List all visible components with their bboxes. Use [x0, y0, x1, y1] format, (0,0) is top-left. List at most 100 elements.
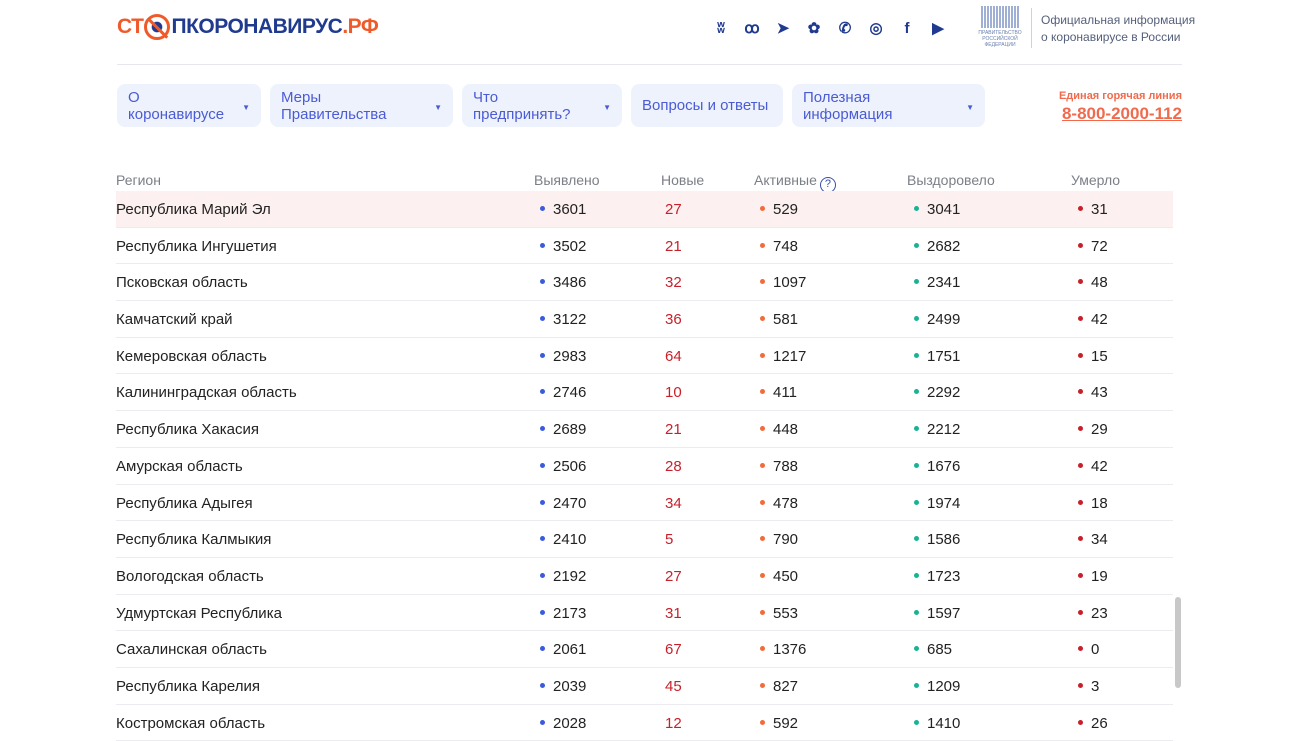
virus-icon	[144, 14, 171, 40]
cell-recovered: 1723	[914, 568, 960, 585]
nav-item-1[interactable]: Меры Правительства ▼	[270, 84, 453, 127]
odnoklassniki-icon[interactable]: ꝏ	[744, 20, 760, 37]
cell-new: 5	[665, 531, 674, 549]
cell-region: Удмуртская Республика	[116, 604, 282, 622]
cell-detected: 2192	[540, 568, 586, 585]
cell-new: 27	[665, 567, 682, 585]
cell-died: 23	[1078, 605, 1108, 622]
table-row[interactable]: Республика Хакасия 2689 21 448 2212 29	[116, 411, 1173, 448]
nav-label: Вопросы и ответы	[642, 97, 769, 114]
cell-region: Кемеровская область	[116, 347, 267, 365]
cell-region: Республика Калмыкия	[116, 531, 272, 549]
telegram-icon[interactable]: ➤	[776, 20, 790, 37]
cell-active: 1217	[760, 348, 806, 365]
cell-new: 31	[665, 604, 682, 622]
youtube-icon[interactable]: ▶	[932, 20, 944, 37]
scrollbar[interactable]	[1175, 597, 1181, 688]
site-logo[interactable]: СТ ПКОРОНАВИРУС .РФ	[117, 14, 379, 40]
official-info-text: Официальная информация о коронавирусе в Р…	[1041, 13, 1196, 44]
government-emblem: ПРАВИТЕЛЬСТВО РОССИЙСКОЙ ФЕДЕРАЦИИ	[975, 6, 1025, 50]
cell-detected: 3486	[540, 274, 586, 291]
cell-detected: 2506	[540, 458, 586, 475]
column-header-new[interactable]: Новые	[661, 172, 705, 188]
table-row[interactable]: Кемеровская область 2983 64 1217 1751 15	[116, 338, 1173, 375]
cell-detected: 2039	[540, 678, 586, 695]
nav-item-3[interactable]: Вопросы и ответы	[631, 84, 783, 127]
cell-new: 12	[665, 714, 682, 732]
cell-recovered: 2682	[914, 238, 960, 255]
column-header-detected[interactable]: Выявлено	[534, 172, 600, 188]
cell-detected: 2173	[540, 605, 586, 622]
cell-detected: 2746	[540, 384, 586, 401]
nav-label: О коронавирусе	[128, 88, 225, 123]
nav-item-0[interactable]: О коронавирусе ▼	[117, 84, 261, 127]
instagram-icon[interactable]: ◎	[869, 20, 883, 37]
cell-active: 411	[760, 384, 797, 401]
cell-region: Костромская область	[116, 714, 266, 732]
viber-icon[interactable]: ✆	[838, 20, 852, 37]
cell-detected: 2689	[540, 421, 586, 438]
nav-item-2[interactable]: Что предпринять? ▼	[462, 84, 622, 127]
cell-region: Республика Ингушетия	[116, 237, 277, 255]
cell-died: 29	[1078, 421, 1108, 438]
cell-died: 42	[1078, 311, 1108, 328]
table-row[interactable]: Республика Адыгея 2470 34 478 1974 18	[116, 485, 1173, 522]
nav-label: Меры Правительства	[281, 88, 387, 123]
caret-down-icon: ▼	[434, 102, 442, 112]
cell-detected: 2061	[540, 641, 586, 658]
table-row[interactable]: Удмуртская Республика 2173 31 553 1597 23	[116, 595, 1173, 632]
cell-recovered: 3041	[914, 201, 960, 218]
column-header-region[interactable]: Регион	[116, 172, 161, 188]
yandex-zen-icon[interactable]: ✿	[807, 20, 821, 37]
column-header-recovered[interactable]: Выздоровело	[907, 172, 995, 188]
cell-died: 31	[1078, 201, 1108, 218]
cell-region: Псковская область	[116, 274, 248, 292]
cell-region: Калининградская область	[116, 384, 297, 402]
cell-recovered: 2292	[914, 384, 960, 401]
table-row[interactable]: Сахалинская область 2061 67 1376 685 0	[116, 631, 1173, 668]
header-divider	[117, 64, 1182, 65]
cell-died: 0	[1078, 641, 1099, 658]
vk-icon[interactable]: ʬ	[716, 19, 725, 37]
cell-region: Камчатский край	[116, 311, 233, 329]
table-row[interactable]: Костромская область 2028 12 592 1410 26	[116, 705, 1173, 741]
cell-region: Сахалинская область	[116, 641, 267, 659]
caret-down-icon: ▼	[242, 102, 250, 112]
cell-recovered: 2341	[914, 274, 960, 291]
table-row[interactable]: Республика Карелия 2039 45 827 1209 3	[116, 668, 1173, 705]
cell-new: 34	[665, 494, 682, 512]
nav-label: Полезная информация	[803, 88, 893, 123]
column-header-died[interactable]: Умерло	[1071, 172, 1121, 188]
cell-died: 3	[1078, 678, 1099, 695]
cell-died: 18	[1078, 495, 1108, 512]
table-row[interactable]: Вологодская область 2192 27 450 1723 19	[116, 558, 1173, 595]
nav-item-4[interactable]: Полезная информация ▼	[792, 84, 985, 127]
table-row[interactable]: Амурская область 2506 28 788 1676 42	[116, 448, 1173, 485]
cell-recovered: 1209	[914, 678, 960, 695]
cell-active: 448	[760, 421, 798, 438]
cell-active: 827	[760, 678, 798, 695]
table-row[interactable]: Республика Калмыкия 2410 5 790 1586 34	[116, 521, 1173, 558]
column-header-active[interactable]: Активные?	[754, 172, 836, 193]
table-row[interactable]: Псковская область 3486 32 1097 2341 48	[116, 264, 1173, 302]
cell-died: 15	[1078, 348, 1108, 365]
hotline-number-link[interactable]: 8-800-2000-112	[1061, 104, 1182, 123]
caret-down-icon: ▼	[966, 102, 974, 112]
regions-table: Республика Марий Эл 3601 27 529 3041 31 Респуб…	[116, 191, 1173, 741]
table-row[interactable]: Республика Ингушетия 3502 21 748 2682 72	[116, 228, 1173, 265]
cell-recovered: 1597	[914, 605, 960, 622]
caret-down-icon: ▼	[603, 102, 611, 112]
cell-detected: 3601	[540, 201, 586, 218]
table-row[interactable]: Калининградская область 2746 10 411 2292 43	[116, 374, 1173, 412]
cell-detected: 2410	[540, 531, 586, 548]
table-row[interactable]: Камчатский край 3122 36 581 2499 42	[116, 301, 1173, 338]
cell-active: 592	[760, 715, 798, 732]
cell-active: 790	[760, 531, 798, 548]
facebook-icon[interactable]: f	[904, 19, 910, 37]
cell-died: 19	[1078, 568, 1108, 585]
cell-new: 21	[665, 237, 682, 255]
cell-died: 72	[1078, 238, 1108, 255]
cell-new: 36	[665, 311, 682, 329]
table-row[interactable]: Республика Марий Эл 3601 27 529 3041 31	[116, 191, 1173, 228]
cell-new: 27	[665, 201, 682, 218]
